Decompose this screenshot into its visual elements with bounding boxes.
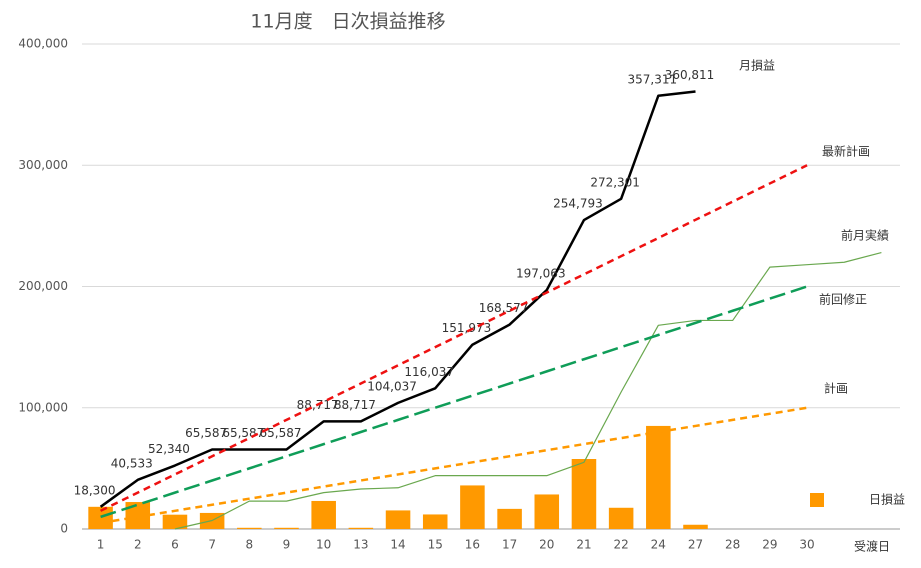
series-line	[174, 251, 882, 530]
bar	[385, 510, 411, 529]
x-tick-label: 6	[171, 538, 179, 552]
data-label: 272,301	[590, 175, 640, 189]
bar	[646, 425, 671, 529]
series-line	[100, 285, 808, 519]
x-axis-label: 受渡日	[854, 539, 890, 554]
y-tick-label: 400,000	[18, 37, 68, 51]
y-tick-label: 200,000	[18, 279, 68, 293]
x-tick-label: 1	[97, 538, 105, 552]
data-label: 254,793	[553, 197, 603, 211]
bar	[162, 514, 188, 529]
x-tick-label: 24	[651, 538, 666, 552]
series-label: 計画	[824, 381, 848, 396]
x-tick-label: 2	[134, 538, 142, 552]
data-label: 65,587	[185, 426, 227, 440]
series-line	[100, 164, 808, 512]
data-label: 52,340	[148, 442, 190, 456]
data-label: 168,577	[479, 301, 529, 315]
x-tick-label: 10	[316, 538, 331, 552]
bar	[237, 527, 262, 529]
x-tick-label: 17	[502, 538, 517, 552]
x-tick-label: 9	[283, 538, 291, 552]
data-label: 88,717	[334, 398, 376, 412]
bar	[348, 527, 374, 529]
data-label: 65,587	[260, 426, 302, 440]
bar	[125, 502, 151, 529]
data-label: 104,037	[367, 379, 417, 393]
series-line	[99, 90, 696, 508]
y-tick-label: 300,000	[18, 158, 68, 172]
series-label: 前月実績	[841, 228, 889, 243]
data-label: 18,300	[74, 483, 116, 497]
x-tick-label: 28	[725, 538, 740, 552]
x-tick-label: 27	[688, 538, 703, 552]
series-label: 前回修正	[819, 292, 867, 307]
x-tick-label: 29	[762, 538, 777, 552]
y-tick-label: 0	[60, 522, 68, 536]
data-label: 357,311	[628, 72, 678, 86]
bar	[460, 485, 485, 529]
bar	[422, 514, 448, 529]
y-tick-label: 100,000	[18, 400, 68, 414]
data-label: 197,063	[516, 267, 566, 281]
x-tick-label: 15	[428, 538, 443, 552]
series-label: 月損益	[739, 58, 775, 73]
chart-title: 11月度 日次損益推移	[250, 11, 445, 33]
x-tick-label: 13	[353, 538, 368, 552]
bar	[571, 459, 597, 529]
bar	[683, 524, 708, 529]
bar	[88, 506, 113, 529]
legend-swatch	[810, 493, 824, 507]
series-label: 最新計画	[822, 144, 870, 159]
data-label: 116,037	[404, 365, 454, 379]
x-tick-label: 20	[539, 538, 554, 552]
bar	[497, 508, 522, 529]
bar	[534, 494, 560, 529]
data-label: 40,533	[111, 456, 153, 470]
legend-label: 日損益	[869, 492, 905, 507]
x-tick-label: 8	[245, 538, 253, 552]
bar	[311, 500, 336, 529]
x-tick-label: 22	[613, 538, 628, 552]
x-tick-label: 16	[465, 538, 480, 552]
bar	[274, 527, 299, 529]
x-tick-label: 7	[208, 538, 216, 552]
data-label: 65,587	[222, 426, 264, 440]
x-tick-label: 30	[799, 538, 814, 552]
x-tick-label: 14	[390, 538, 405, 552]
data-label: 360,811	[665, 68, 715, 82]
bar	[608, 507, 634, 529]
x-tick-label: 21	[576, 538, 591, 552]
